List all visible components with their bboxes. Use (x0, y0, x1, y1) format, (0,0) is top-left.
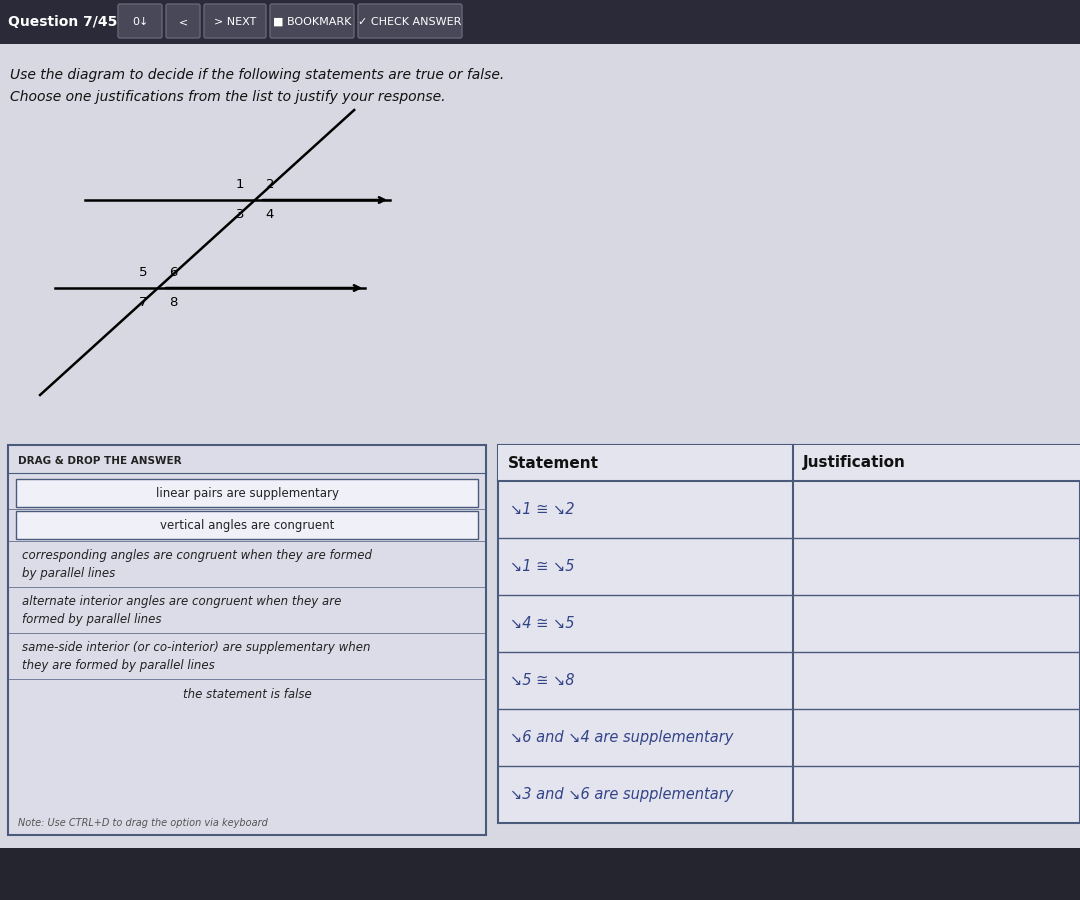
Text: 6: 6 (168, 266, 177, 280)
FancyBboxPatch shape (0, 0, 1080, 44)
Text: alternate interior angles are congruent when they are: alternate interior angles are congruent … (22, 595, 341, 608)
Text: vertical angles are congruent: vertical angles are congruent (160, 518, 334, 532)
Text: Justification: Justification (804, 455, 906, 471)
Text: Note: Use CTRL+D to drag the option via keyboard: Note: Use CTRL+D to drag the option via … (18, 818, 268, 828)
Text: 4: 4 (266, 209, 274, 221)
FancyBboxPatch shape (498, 445, 1080, 823)
FancyBboxPatch shape (498, 445, 1080, 481)
Text: Statement: Statement (508, 455, 599, 471)
FancyBboxPatch shape (166, 4, 200, 38)
Text: <: < (178, 17, 188, 27)
FancyBboxPatch shape (204, 4, 266, 38)
Text: same-side interior (or co-interior) are supplementary when: same-side interior (or co-interior) are … (22, 641, 370, 653)
Text: corresponding angles are congruent when they are formed: corresponding angles are congruent when … (22, 548, 372, 562)
Text: formed by parallel lines: formed by parallel lines (22, 613, 162, 626)
Text: 0↓: 0↓ (132, 17, 148, 27)
Text: ↘1 ≅ ↘5: ↘1 ≅ ↘5 (510, 559, 575, 574)
Text: Use the diagram to decide if the following statements are true or false.: Use the diagram to decide if the followi… (10, 68, 504, 82)
Text: linear pairs are supplementary: linear pairs are supplementary (156, 487, 338, 500)
FancyBboxPatch shape (270, 4, 354, 38)
Text: 2: 2 (266, 178, 274, 192)
Text: ✓ CHECK ANSWER: ✓ CHECK ANSWER (359, 17, 461, 27)
Text: 8: 8 (168, 296, 177, 310)
Text: by parallel lines: by parallel lines (22, 566, 116, 580)
Text: 7: 7 (138, 296, 147, 310)
FancyBboxPatch shape (8, 445, 486, 835)
FancyBboxPatch shape (357, 4, 462, 38)
Text: 1: 1 (235, 178, 244, 192)
FancyBboxPatch shape (0, 848, 1080, 900)
Text: ↘3 and ↘6 are supplementary: ↘3 and ↘6 are supplementary (510, 787, 733, 802)
Text: they are formed by parallel lines: they are formed by parallel lines (22, 659, 215, 671)
Text: DRAG & DROP THE ANSWER: DRAG & DROP THE ANSWER (18, 456, 181, 466)
Text: Choose one justifications from the list to justify your response.: Choose one justifications from the list … (10, 90, 446, 104)
Text: 3: 3 (235, 209, 244, 221)
Text: Question 7/45: Question 7/45 (8, 15, 118, 29)
Text: ↘1 ≅ ↘2: ↘1 ≅ ↘2 (510, 502, 575, 517)
FancyBboxPatch shape (118, 4, 162, 38)
Text: 5: 5 (138, 266, 147, 280)
Text: > NEXT: > NEXT (214, 17, 256, 27)
Text: the statement is false: the statement is false (183, 688, 311, 701)
FancyBboxPatch shape (16, 479, 478, 507)
Text: ↘4 ≅ ↘5: ↘4 ≅ ↘5 (510, 616, 575, 631)
FancyBboxPatch shape (0, 44, 1080, 900)
Text: ↘6 and ↘4 are supplementary: ↘6 and ↘4 are supplementary (510, 730, 733, 745)
FancyBboxPatch shape (16, 511, 478, 539)
Text: ↘5 ≅ ↘8: ↘5 ≅ ↘8 (510, 673, 575, 688)
Text: ■ BOOKMARK: ■ BOOKMARK (273, 17, 351, 27)
